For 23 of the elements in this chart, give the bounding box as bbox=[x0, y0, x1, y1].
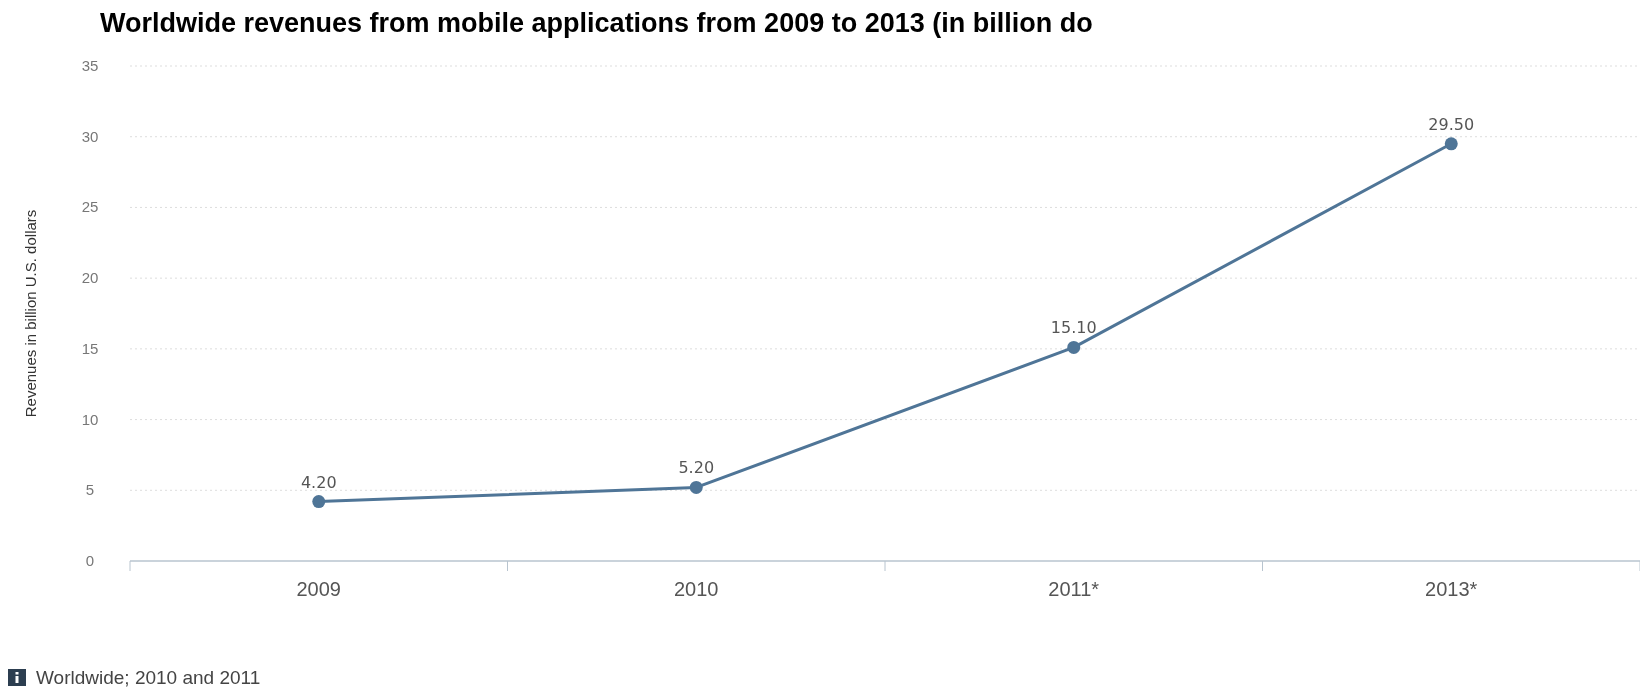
x-tick-label: 2009 bbox=[296, 578, 341, 600]
x-tick-label: 2011* bbox=[1048, 578, 1100, 600]
data-label: 29.50 bbox=[1428, 114, 1475, 134]
point bbox=[1444, 137, 1458, 151]
data-label: 4.20 bbox=[300, 472, 337, 492]
y-tick-label: 5 bbox=[85, 481, 95, 499]
y-tick-label: 30 bbox=[81, 127, 99, 145]
point bbox=[689, 480, 703, 494]
y-tick-label: 20 bbox=[81, 269, 99, 287]
y-axis-title: Revenues in billion U.S. dollars bbox=[22, 209, 39, 418]
chart-title: Worldwide revenues from mobile applications from 2009 to 2013 (in billion do bbox=[100, 8, 1093, 38]
y-tick-label: 25 bbox=[81, 198, 99, 216]
text: Worldwide; 2010 and 2011 bbox=[36, 667, 261, 688]
x-tick-label: 2010 bbox=[674, 578, 719, 600]
point bbox=[1067, 340, 1081, 354]
point bbox=[312, 495, 326, 509]
data-label: 5.20 bbox=[678, 458, 715, 478]
y-tick-label: 35 bbox=[81, 57, 99, 74]
data-label: 15.10 bbox=[1050, 318, 1097, 338]
y-tick-label: 10 bbox=[81, 410, 99, 428]
x-tick-label: 2013* bbox=[1425, 578, 1478, 600]
y-tick-label: 0 bbox=[85, 552, 95, 569]
y-tick-label: 15 bbox=[81, 339, 99, 357]
